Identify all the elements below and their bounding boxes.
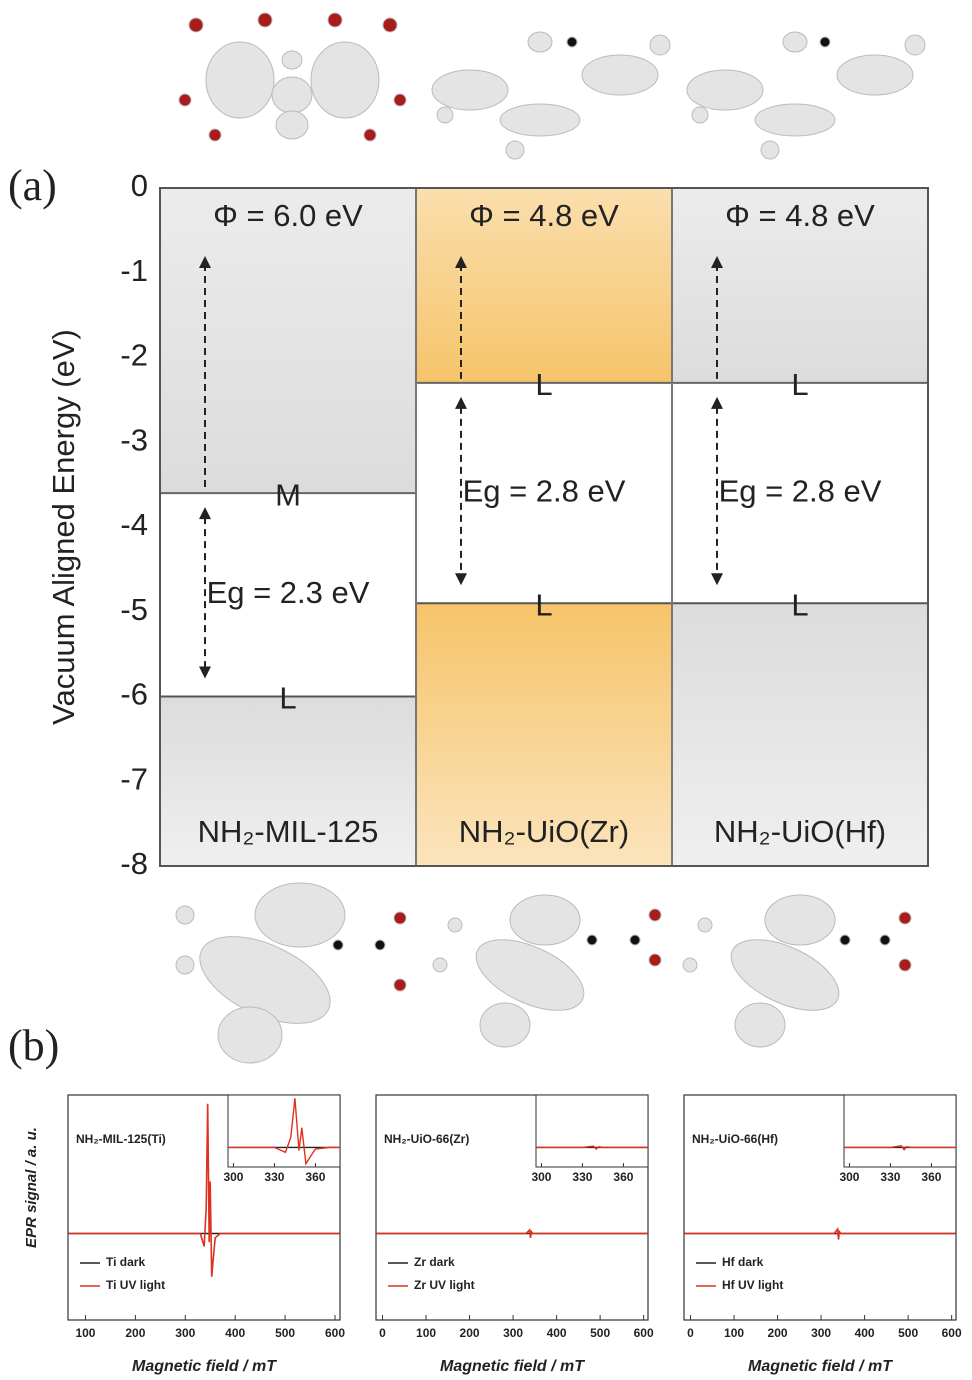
x-tick-label: 100: [416, 1326, 436, 1340]
x-tick-label: 500: [590, 1326, 610, 1340]
inset-frame: [228, 1095, 340, 1167]
plot-title: NH₂-MIL-125(Ti): [76, 1132, 166, 1146]
y-tick-label: 0: [131, 168, 148, 203]
inset-tick-label: 300: [839, 1170, 859, 1184]
legend-label: Zr UV light: [414, 1278, 475, 1292]
x-tick-label: 0: [687, 1326, 694, 1340]
inset-tick-label: 300: [223, 1170, 243, 1184]
x-tick-label: 400: [225, 1326, 245, 1340]
y-tick-label: -7: [120, 761, 148, 796]
work-function-label: Φ = 4.8 eV: [469, 198, 619, 233]
x-tick-label: 500: [898, 1326, 918, 1340]
x-tick-label: 0: [379, 1326, 386, 1340]
x-tick-label: 600: [634, 1326, 654, 1340]
inset-tick-label: 330: [572, 1170, 592, 1184]
y-axis-label: Vacuum Aligned Energy (eV): [46, 329, 81, 725]
gap-label: Eg = 2.3 eV: [207, 575, 370, 610]
inset-tick-label: 360: [921, 1170, 941, 1184]
column-name: NH₂-MIL-125: [198, 814, 379, 849]
level-label: M: [275, 477, 301, 512]
panel-label: (a): [8, 161, 57, 210]
plot-title: NH₂-UiO-66(Zr): [384, 1132, 469, 1146]
level-label: L: [535, 367, 552, 402]
legend-label: Hf UV light: [722, 1278, 783, 1292]
y-tick-label: -2: [120, 338, 148, 373]
y-axis-label: EPR signal / a. u.: [23, 1127, 40, 1248]
x-tick-label: 300: [811, 1326, 831, 1340]
work-function-label: Φ = 6.0 eV: [213, 198, 363, 233]
x-tick-label: 400: [855, 1326, 875, 1340]
work-function-label: Φ = 4.8 eV: [725, 198, 875, 233]
y-tick-label: -8: [120, 846, 148, 881]
level-label: L: [791, 367, 808, 402]
y-tick-label: -3: [120, 422, 148, 457]
x-tick-label: 400: [547, 1326, 567, 1340]
conduction-region: [160, 188, 416, 493]
level-label: L: [279, 681, 296, 716]
inset-frame: [536, 1095, 648, 1167]
level-label: L: [791, 587, 808, 622]
legend-label: Hf dark: [722, 1255, 764, 1269]
plot-title: NH₂-UiO-66(Hf): [692, 1132, 778, 1146]
x-tick-label: 200: [125, 1326, 145, 1340]
x-axis-label: Magnetic field / mT: [440, 1358, 585, 1375]
inset-tick-label: 300: [531, 1170, 551, 1184]
y-tick-label: -1: [120, 253, 148, 288]
panel-label: (b): [8, 1021, 59, 1070]
x-tick-label: 200: [768, 1326, 788, 1340]
level-label: L: [535, 587, 552, 622]
x-tick-label: 300: [175, 1326, 195, 1340]
column-name: NH₂-UiO(Zr): [459, 814, 629, 849]
legend-label: Zr dark: [414, 1255, 455, 1269]
inset-tick-label: 330: [264, 1170, 284, 1184]
inset-tick-label: 360: [613, 1170, 633, 1184]
inset-frame: [844, 1095, 956, 1167]
x-tick-label: 600: [942, 1326, 962, 1340]
x-tick-label: 300: [503, 1326, 523, 1340]
x-axis-label: Magnetic field / mT: [748, 1358, 893, 1375]
legend-label: Ti dark: [106, 1255, 145, 1269]
x-tick-label: 100: [75, 1326, 95, 1340]
y-tick-label: -5: [120, 592, 148, 627]
x-tick-label: 500: [275, 1326, 295, 1340]
inset-tick-label: 360: [305, 1170, 325, 1184]
column-name: NH₂-UiO(Hf): [714, 814, 886, 849]
gap-label: Eg = 2.8 eV: [463, 473, 626, 508]
legend-label: Ti UV light: [106, 1278, 165, 1292]
x-tick-label: 200: [460, 1326, 480, 1340]
inset-tick-label: 330: [880, 1170, 900, 1184]
y-tick-label: -4: [120, 507, 148, 542]
figure: (a) Φ = 6.0 eV M L Eg = 2.3 eV NH₂-MIL-125 Φ =…: [0, 0, 972, 1380]
x-tick-label: 100: [724, 1326, 744, 1340]
y-tick-label: -6: [120, 677, 148, 712]
x-tick-label: 600: [325, 1326, 345, 1340]
gap-label: Eg = 2.8 eV: [719, 473, 882, 508]
x-axis-label: Magnetic field / mT: [132, 1358, 277, 1375]
